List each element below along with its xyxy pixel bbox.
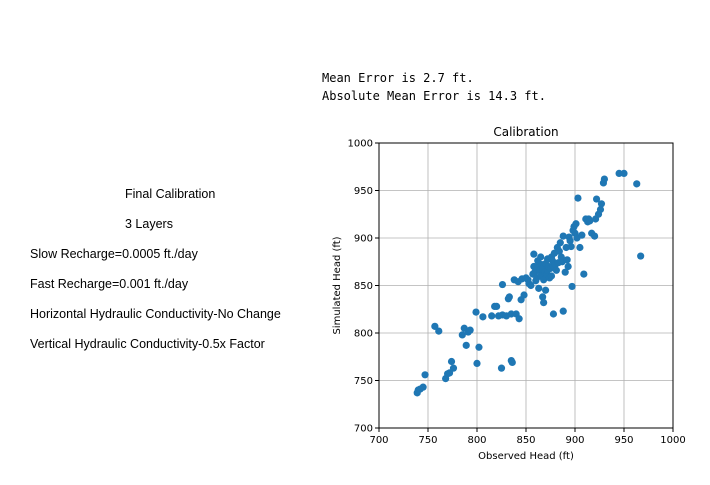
data-point — [458, 331, 466, 339]
data-point — [620, 169, 628, 177]
data-point — [586, 217, 594, 225]
data-point — [597, 200, 606, 208]
x-tick-label: 700 — [369, 435, 388, 446]
chart-title: Calibration — [493, 125, 558, 139]
data-point — [564, 262, 572, 271]
horizontal-conductivity-label: Horizontal Hydraulic Conductivity-No Cha… — [30, 307, 281, 321]
x-axis-label: Observed Head (ft) — [478, 451, 574, 462]
data-point — [574, 194, 582, 202]
final-calibration-label: Final Calibration — [125, 187, 216, 201]
data-point — [472, 308, 480, 316]
data-point — [559, 307, 567, 315]
data-point — [505, 293, 513, 301]
data-point — [435, 327, 443, 335]
data-point — [539, 293, 547, 301]
y-axis-label: Simulated Head (ft) — [332, 236, 343, 334]
data-point — [561, 268, 569, 276]
data-point — [547, 272, 556, 280]
data-point — [475, 343, 483, 351]
data-point — [563, 256, 571, 264]
data-point — [498, 280, 507, 289]
layers-label: 3 Layers — [125, 217, 173, 231]
data-point — [473, 359, 481, 367]
data-point — [508, 358, 516, 367]
y-tick-label: 850 — [354, 281, 373, 292]
data-point — [549, 310, 558, 318]
data-point — [540, 276, 548, 284]
data-point — [637, 252, 645, 260]
data-point — [568, 282, 576, 291]
x-tick-label: 850 — [516, 435, 535, 446]
y-tick-label: 700 — [354, 424, 373, 435]
y-tick-label: 750 — [354, 376, 373, 387]
fast-recharge-label: Fast Recharge=0.001 ft./day — [30, 277, 189, 291]
data-point — [527, 281, 535, 290]
mean-error-text: Mean Error is 2.7 ft. — [322, 71, 474, 85]
y-tick-label: 1000 — [348, 139, 373, 150]
data-point — [488, 312, 496, 320]
data-point — [479, 313, 487, 321]
data-point — [572, 220, 580, 228]
data-point — [559, 232, 567, 240]
data-point — [576, 243, 584, 252]
data-point — [537, 253, 545, 261]
data-point — [493, 302, 501, 310]
data-point — [431, 322, 439, 330]
data-points — [413, 169, 645, 397]
data-point — [520, 291, 528, 299]
data-point — [530, 250, 538, 258]
data-point — [592, 195, 601, 203]
data-point — [556, 239, 564, 247]
data-point — [600, 175, 609, 183]
x-tick-label: 950 — [614, 435, 633, 446]
absolute-mean-error-text: Absolute Mean Error is 14.3 ft. — [322, 89, 546, 103]
data-point — [497, 364, 506, 372]
data-point — [445, 369, 454, 377]
data-point — [596, 205, 605, 214]
data-point — [419, 383, 427, 391]
data-point — [555, 247, 563, 255]
data-point — [515, 315, 523, 323]
data-point — [466, 326, 474, 334]
data-point — [566, 237, 574, 245]
x-tick-label: 1000 — [660, 435, 685, 446]
data-point — [567, 242, 575, 251]
y-tick-label: 950 — [354, 186, 373, 197]
data-point — [591, 232, 599, 240]
data-point — [540, 299, 548, 307]
data-point — [552, 266, 560, 274]
data-point — [447, 357, 456, 366]
data-point — [542, 286, 550, 294]
x-tick-label: 900 — [565, 435, 584, 446]
data-point — [462, 341, 470, 349]
x-tick-label: 800 — [467, 435, 486, 446]
y-tick-label: 900 — [354, 234, 373, 245]
vertical-conductivity-label: Vertical Hydraulic Conductivity-0.5x Fac… — [30, 337, 265, 351]
x-tick-label: 750 — [418, 435, 437, 446]
data-point — [535, 284, 543, 292]
data-point — [580, 270, 588, 278]
data-point — [633, 180, 641, 188]
axis-ticks: 700 750 800 850 900 950 1000 700 750 800 850 900 950… — [348, 139, 686, 447]
slow-recharge-label: Slow Recharge=0.0005 ft./day — [30, 247, 198, 261]
data-point — [449, 364, 458, 372]
data-point — [421, 371, 429, 379]
y-tick-label: 800 — [354, 329, 373, 340]
data-point — [578, 231, 586, 239]
